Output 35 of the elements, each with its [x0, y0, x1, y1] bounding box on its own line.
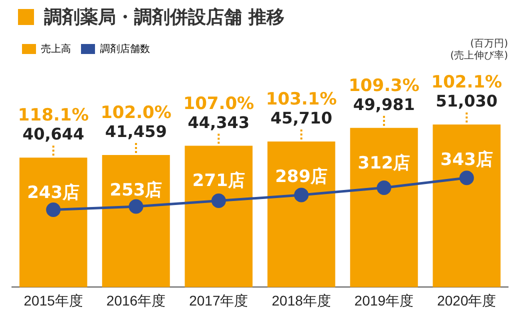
x-tick-label: 2018年度 [272, 292, 331, 308]
text: (百万円) [470, 38, 508, 50]
data-label: 51,030 [436, 91, 498, 110]
chart-title: 調剤薬局・調剤併設店舗 推移 [44, 6, 284, 29]
point [294, 188, 309, 202]
legend-label: 売上高 [41, 42, 71, 55]
annotation: 103.1% [266, 89, 337, 110]
data-label: 253店 [110, 180, 162, 200]
annotation: 109.3% [348, 76, 420, 96]
data-label: 49,981 [353, 94, 415, 114]
point [376, 180, 392, 195]
data-label: 243店 [27, 183, 80, 204]
annotation: 118.1% [18, 106, 89, 126]
annotation: 102.0% [100, 103, 172, 124]
annotation: 102.1% [431, 72, 502, 92]
text: (売上伸び率) [450, 50, 508, 62]
x-tick-label: 2020年度 [437, 292, 496, 308]
data-label: 45,710 [270, 108, 332, 128]
legend-label: 調剤店舗数 [100, 42, 150, 55]
data-label: 343店 [440, 150, 493, 170]
data-label: 289店 [275, 166, 328, 187]
point [46, 202, 61, 217]
x-tick-label: 2019年度 [354, 292, 414, 308]
point [211, 194, 226, 208]
data-label: 271店 [192, 171, 245, 192]
data-label: 44,343 [188, 112, 250, 132]
point [459, 170, 474, 186]
data-label: 40,644 [22, 124, 84, 144]
x-tick-label: 2017年度 [189, 292, 248, 308]
data-label: 41,459 [105, 122, 167, 142]
annotation: 107.0% [183, 94, 254, 114]
point [128, 199, 144, 214]
x-tick-label: 2016年度 [106, 292, 166, 308]
data-label: 312店 [358, 153, 410, 174]
x-tick-label: 2015年度 [24, 292, 83, 308]
